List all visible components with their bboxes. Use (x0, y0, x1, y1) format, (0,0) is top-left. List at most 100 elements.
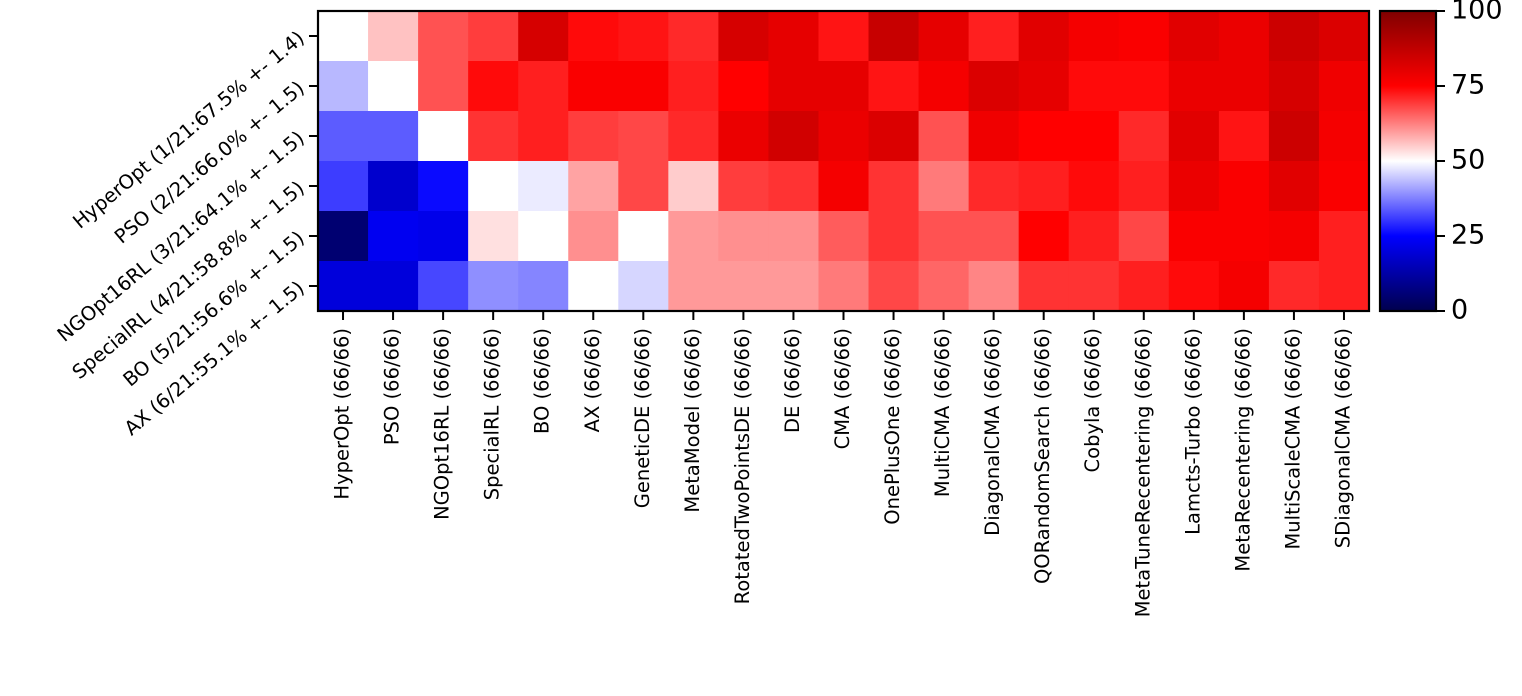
column-label: QORandomSearch (66/66) (1031, 328, 1054, 584)
heatmap-cell (1068, 61, 1120, 112)
column-label: SDiagonalCMA (66/66) (1331, 328, 1354, 548)
heatmap-cell (1118, 211, 1170, 262)
column-label: MultiScaleCMA (66/66) (1281, 328, 1304, 550)
colorbar-tick-label: 50 (1451, 145, 1485, 176)
heatmap-cell (1318, 111, 1370, 162)
heatmap-cell (1268, 211, 1320, 262)
heatmap-cell (368, 11, 419, 62)
heatmap-cell (368, 211, 419, 262)
heatmap-cell (618, 161, 669, 212)
heatmap-cell (518, 61, 569, 112)
heatmap-cell (418, 61, 469, 112)
heatmap-cell (1318, 261, 1370, 312)
heatmap-cell (968, 61, 1020, 112)
heatmap-cell (518, 11, 569, 62)
heatmap-cell (1068, 11, 1120, 62)
heatmap-cell (868, 211, 920, 262)
heatmap-cell (668, 211, 719, 262)
heatmap-cell (668, 161, 719, 212)
heatmap-cell (568, 211, 619, 262)
heatmap-cell (618, 11, 669, 62)
column-label: Lamcts-Turbo (66/66) (1181, 328, 1204, 535)
heatmap-cell (1268, 11, 1320, 62)
heatmap-cell (1168, 61, 1220, 112)
heatmap-cell (718, 261, 770, 312)
column-label: Cobyla (66/66) (1081, 328, 1104, 472)
heatmap-cell (1218, 261, 1270, 312)
heatmap-cell (418, 11, 469, 62)
column-label: MetaRecentering (66/66) (1231, 328, 1254, 572)
column-label: AX (66/66) (581, 328, 604, 432)
heatmap-cell (568, 261, 619, 312)
heatmap-cell (1218, 161, 1270, 212)
heatmap-cell (468, 111, 519, 162)
heatmap-cell (818, 11, 870, 62)
heatmap-cell (768, 11, 820, 62)
column-label: MetaModel (66/66) (681, 328, 704, 513)
heatmap-cell (1018, 111, 1070, 162)
column-label: NGOpt16RL (66/66) (431, 328, 454, 520)
heatmap-cell (1218, 61, 1270, 112)
heatmap-cell (1068, 211, 1120, 262)
heatmap-cell (568, 11, 619, 62)
heatmap-cell (668, 11, 719, 62)
heatmap-cell (1168, 261, 1220, 312)
heatmap-cell (918, 111, 970, 162)
heatmap-cell (1218, 111, 1270, 162)
heatmap-cell (318, 261, 369, 312)
heatmap-cell (718, 211, 770, 262)
heatmap-cell (918, 161, 970, 212)
heatmap-cell (418, 161, 469, 212)
heatmap-cell (1318, 161, 1370, 212)
heatmap-cell (1118, 11, 1170, 62)
heatmap-cell (418, 211, 469, 262)
heatmap-cell (818, 211, 870, 262)
heatmap-cell (318, 161, 369, 212)
heatmap-cell (468, 211, 519, 262)
heatmap-cell (1168, 111, 1220, 162)
heatmap-cell (1168, 11, 1220, 62)
heatmap-cell (1018, 211, 1070, 262)
heatmap-cell (768, 61, 820, 112)
heatmap-cell (968, 111, 1020, 162)
heatmap-cell (668, 61, 719, 112)
row-labels: HyperOpt (1/21:67.5% +- 1.4)PSO (2/21:66… (53, 26, 318, 440)
colorbar-tick-label: 100 (1451, 0, 1503, 26)
column-label: OnePlusOne (66/66) (881, 328, 904, 525)
column-label: MultiCMA (66/66) (931, 328, 954, 497)
heatmap-cell (1018, 61, 1070, 112)
heatmap-cell (818, 261, 870, 312)
column-label: BO (66/66) (531, 328, 554, 434)
heatmap-cell (618, 211, 669, 262)
heatmap-cell (1118, 111, 1170, 162)
heatmap-cell (768, 161, 820, 212)
heatmap-cell (768, 111, 820, 162)
colorbar (1378, 9, 1438, 313)
heatmap-cell (368, 111, 419, 162)
heatmap-cell (1268, 111, 1320, 162)
heatmap-cell (568, 161, 619, 212)
heatmap-cell (1018, 261, 1070, 312)
heatmap-cell (318, 111, 369, 162)
heatmap-cells (318, 11, 1370, 312)
heatmap-cell (718, 11, 770, 62)
heatmap-cell (918, 11, 970, 62)
heatmap-cell (368, 161, 419, 212)
heatmap-cell (1218, 11, 1270, 62)
heatmap-cell (468, 161, 519, 212)
heatmap-cell (368, 261, 419, 312)
heatmap-cell (768, 261, 820, 312)
heatmap-cell (368, 61, 419, 112)
heatmap-cell (318, 61, 369, 112)
heatmap-cell (968, 211, 1020, 262)
column-label: DiagonalCMA (66/66) (981, 328, 1004, 536)
heatmap-cell (1018, 161, 1070, 212)
heatmap-cell (468, 261, 519, 312)
heatmap-cell (1168, 161, 1220, 212)
heatmap-cell (468, 11, 519, 62)
heatmap-cell (1118, 61, 1170, 112)
heatmap-cell (818, 61, 870, 112)
column-label: DE (66/66) (781, 328, 804, 433)
heatmap-cell (1068, 111, 1120, 162)
column-labels: HyperOpt (66/66) PSO (66/66) NGOpt16RL (66… (331, 311, 1354, 617)
